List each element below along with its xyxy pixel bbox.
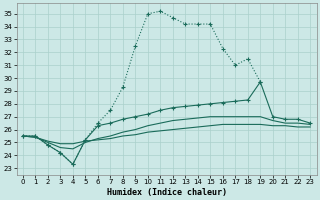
X-axis label: Humidex (Indice chaleur): Humidex (Indice chaleur) <box>107 188 227 197</box>
